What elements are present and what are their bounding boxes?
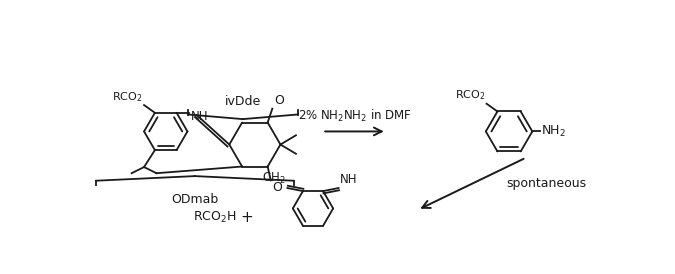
Text: RCO$_2$: RCO$_2$ [112,90,142,104]
Text: RCO$_2$H: RCO$_2$H [193,210,236,225]
Text: +: + [241,210,254,225]
Text: O: O [272,181,282,194]
Text: ODmab: ODmab [171,193,219,206]
Text: spontaneous: spontaneous [507,176,587,190]
Text: O: O [274,94,284,107]
Text: NH$_2$: NH$_2$ [541,124,566,139]
Text: 2% NH$_2$NH$_2$ in DMF: 2% NH$_2$NH$_2$ in DMF [298,108,411,124]
Text: ivDde: ivDde [225,95,261,108]
Text: NH: NH [340,173,358,187]
Text: CH$_2$: CH$_2$ [263,171,286,187]
Text: RCO$_2$: RCO$_2$ [454,89,485,102]
Text: NH: NH [190,110,208,124]
